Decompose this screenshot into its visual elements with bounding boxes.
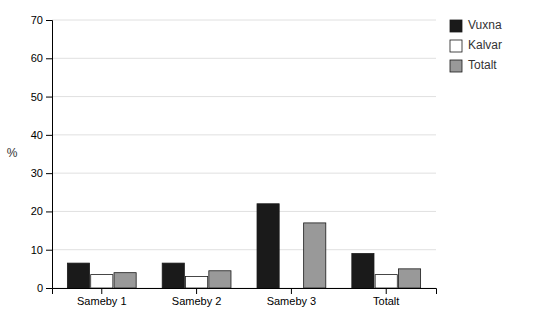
y-tick: 50 <box>31 91 52 103</box>
x-tick: Sameby 2 <box>172 288 222 307</box>
y-tick-mark <box>46 58 52 59</box>
bar <box>280 288 302 289</box>
chart: 0 10 20 30 40 50 60 70 Sameby 1 Sameby 2 Sameby 3 T… <box>0 0 546 324</box>
y-tick-label: 70 <box>31 14 43 26</box>
y-tick-label: 60 <box>31 52 43 64</box>
y-tick: 0 <box>37 282 52 294</box>
grid-line <box>52 249 436 250</box>
y-tick-label: 50 <box>31 91 43 103</box>
y-tick-mark <box>46 173 52 174</box>
plot: 0 10 20 30 40 50 60 70 Sameby 1 Sameby 2 Sameby 3 T… <box>7 14 502 307</box>
series <box>67 204 374 288</box>
bar <box>209 271 231 288</box>
legend-label: Totalt <box>468 58 497 72</box>
y-tick-label: 40 <box>31 129 43 141</box>
grid-line <box>52 173 436 174</box>
legend-swatch <box>450 40 462 52</box>
x-tick-label: Sameby 1 <box>77 295 127 307</box>
y-tick: 60 <box>31 52 52 64</box>
series <box>91 275 398 288</box>
x-tick-label: Sameby 3 <box>267 295 317 307</box>
x-tick-mark <box>386 288 387 294</box>
y-tick-label: 0 <box>37 282 43 294</box>
y-tick-label: 20 <box>31 205 43 217</box>
grid-line <box>52 58 436 59</box>
bar <box>162 263 184 288</box>
legend: Vuxna Kalvar Totalt <box>450 18 502 72</box>
y-tick: 20 <box>31 205 52 217</box>
x-tick: Totalt <box>373 288 399 307</box>
x-axis: Sameby 1 Sameby 2 Sameby 3 Totalt <box>53 288 437 307</box>
grid-line <box>52 211 436 212</box>
grid-line <box>52 134 436 135</box>
y-tick-mark <box>46 97 52 98</box>
legend-label: Kalvar <box>468 38 502 52</box>
grid <box>52 20 436 288</box>
y-tick: 70 <box>31 14 52 26</box>
legend-item: Kalvar <box>450 38 502 52</box>
y-tick-mark <box>46 20 52 21</box>
x-tick-label: Totalt <box>373 295 399 307</box>
grid-line <box>52 96 436 97</box>
bars <box>67 204 420 288</box>
y-tick-mark <box>46 135 52 136</box>
y-tick: 10 <box>31 244 52 256</box>
bar <box>375 275 397 288</box>
bar <box>114 273 136 288</box>
x-axis-line <box>53 289 437 295</box>
grid-line <box>52 20 436 21</box>
legend-swatch <box>450 60 462 72</box>
x-tick-mark <box>101 288 102 294</box>
y-tick-label: 30 <box>31 167 43 179</box>
x-tick: Sameby 1 <box>77 288 127 307</box>
x-tick: Sameby 3 <box>267 288 317 307</box>
x-tick-mark <box>291 288 292 294</box>
y-tick-label: 10 <box>31 244 43 256</box>
series <box>114 223 421 288</box>
bar <box>304 223 326 288</box>
x-tick-label: Sameby 2 <box>172 295 222 307</box>
bar <box>91 275 113 288</box>
legend-swatch <box>450 20 462 32</box>
bar <box>398 269 420 288</box>
y-tick-mark <box>46 211 52 212</box>
bar <box>352 254 374 288</box>
y-axis: 0 10 20 30 40 50 60 70 <box>31 14 53 294</box>
y-tick: 30 <box>31 167 52 179</box>
x-tick-mark <box>196 288 197 294</box>
y-axis-line <box>46 21 53 289</box>
bar <box>67 263 89 288</box>
legend-item: Vuxna <box>450 18 502 32</box>
bar <box>186 277 208 288</box>
y-tick: 40 <box>31 129 52 141</box>
legend-item: Totalt <box>450 58 497 72</box>
y-axis-title: % <box>7 146 18 160</box>
bar <box>257 204 279 288</box>
legend-label: Vuxna <box>468 18 502 32</box>
y-tick-mark <box>46 288 52 289</box>
y-tick-mark <box>46 250 52 251</box>
